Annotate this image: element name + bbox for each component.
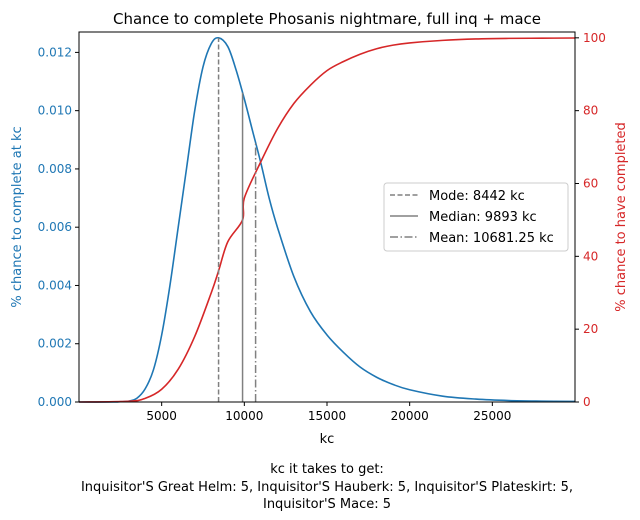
y-axis-left: 0.000 0.002 0.004 0.006 0.008 0.010 0.012 [38,45,79,409]
legend-mode-label: Mode: 8442 kc [429,189,525,204]
legend-box [383,182,569,252]
y-axis-right-label: % chance to have completed [614,122,629,312]
y-axis-right: 0 20 40 60 80 100 [575,31,606,409]
y-left-tick-label: 0.002 [38,337,72,351]
y-right-tick-label: 60 [583,176,598,190]
series-line-cdf [78,37,576,403]
x-tick-label: 15000 [308,409,346,423]
y-right-tick-label: 20 [583,322,598,336]
plot-area [78,36,576,403]
x-tick-label: 5000 [146,409,177,423]
y-right-tick-label: 100 [583,31,606,45]
y-left-tick-label: 0.000 [38,395,72,409]
y-right-tick-label: 80 [583,104,598,118]
caption-line-2: Inquisitor'S Great Helm: 5, Inquisitor'S… [81,480,573,495]
caption-line-3: Inquisitor'S Mace: 5 [263,497,391,512]
y-right-tick-label: 40 [583,249,598,263]
series-line-pmf [78,36,576,403]
y-left-tick-label: 0.012 [38,45,72,59]
x-axis-label: kc [320,432,335,447]
x-tick-label: 25000 [473,409,511,423]
legend: Mode: 8442 kc Median: 9893 kc Mean: 1068… [383,182,569,252]
y-left-tick-label: 0.006 [38,220,72,234]
y-left-tick-label: 0.010 [38,104,72,118]
x-tick-label: 20000 [391,409,429,423]
legend-mean-label: Mean: 10681.25 kc [429,231,554,246]
caption: kc it takes to get: Inquisitor'S Great H… [81,462,573,512]
chart-title: Chance to complete Phosanis nightmare, f… [113,10,541,28]
y-axis-left-label: % chance to complete at kc [10,126,25,307]
y-left-tick-label: 0.004 [38,278,72,292]
legend-median-label: Median: 9893 kc [429,210,537,225]
x-tick-label: 10000 [225,409,263,423]
x-axis: 5000 10000 15000 20000 25000 [146,402,511,423]
y-right-tick-label: 0 [583,395,591,409]
y-left-tick-label: 0.008 [38,162,72,176]
caption-line-1: kc it takes to get: [270,462,384,477]
